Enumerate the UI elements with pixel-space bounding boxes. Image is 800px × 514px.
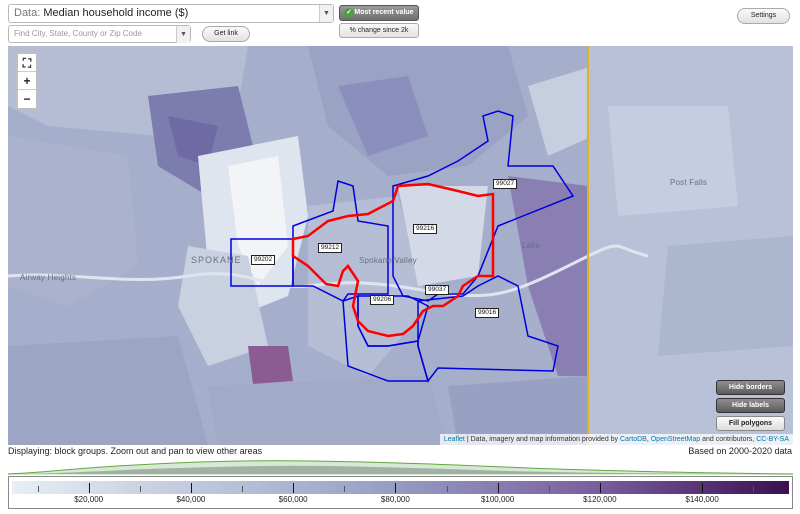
- color-legend[interactable]: $20,000 $40,000 $60,000 $80,000 $100,000 $120…: [8, 476, 793, 509]
- legend-minor-tick: [344, 486, 346, 492]
- zoom-controls: ⛶ + −: [16, 52, 38, 110]
- legend-tick-mark: [88, 483, 90, 493]
- legend-tick-mark: [395, 483, 397, 493]
- legend-tick-label: $80,000: [380, 495, 410, 504]
- hide-borders-button[interactable]: Hide borders: [716, 380, 785, 395]
- legend-minor-tick: [37, 486, 39, 492]
- data-range-info: Based on 2000-2020 data: [688, 446, 792, 456]
- legend-tick-mark: [702, 483, 704, 493]
- data-select-value: Median household income ($): [43, 7, 189, 19]
- attribution-text-2: ,: [646, 436, 651, 443]
- place-label-post-falls: Post Falls: [670, 178, 708, 187]
- map-canvas[interactable]: [8, 46, 793, 445]
- search-input[interactable]: Find City, State, County or Zip Code ▼: [8, 25, 191, 43]
- place-label-spokane-valley: Spokane Valley: [359, 256, 417, 265]
- zip-label[interactable]: 99037: [425, 285, 450, 295]
- search-placeholder: Find City, State, County or Zip Code: [14, 29, 142, 38]
- legend-tick-mark: [599, 483, 601, 493]
- zoom-out-button[interactable]: −: [18, 90, 36, 108]
- distribution-histogram: [8, 460, 793, 475]
- legend-tick-label: $20,000: [74, 495, 104, 504]
- toolbar: Data: Median household income ($) ▼ ✓ Mo…: [0, 0, 800, 46]
- zip-label[interactable]: 99212: [318, 243, 343, 253]
- legend-minor-tick: [650, 486, 652, 492]
- legend-gradient-bar[interactable]: [12, 481, 789, 494]
- map-view[interactable]: SPOKANE Spokane Valley Airway Heights Po…: [8, 46, 793, 445]
- attribution-text-3: and contributors,: [700, 436, 757, 443]
- cartodb-link[interactable]: CartoDB: [620, 436, 647, 443]
- zip-label[interactable]: 99206: [370, 295, 395, 305]
- choropleth-layer: [8, 46, 793, 445]
- chevron-down-icon[interactable]: ▼: [319, 5, 333, 22]
- fill-polygons-button[interactable]: Fill polygons: [716, 416, 785, 431]
- check-icon: ✓: [344, 8, 354, 18]
- get-link-button[interactable]: Get link: [202, 26, 250, 42]
- attribution-text-1: | Data, imagery and map information prov…: [464, 436, 620, 443]
- zip-label[interactable]: 99016: [475, 308, 500, 318]
- data-select[interactable]: Data: Median household income ($) ▼: [8, 4, 334, 23]
- data-select-prefix: Data:: [14, 7, 41, 19]
- legend-tick-mark: [190, 483, 192, 493]
- osm-link[interactable]: OpenStreetMap: [650, 436, 701, 443]
- legend-tick-label: $40,000: [176, 495, 206, 504]
- map-attribution: Leaflet | Data, imagery and map informat…: [439, 434, 793, 445]
- most-recent-value-label: Most recent value: [354, 9, 414, 16]
- legend-minor-tick: [242, 486, 244, 492]
- most-recent-value-button[interactable]: ✓ Most recent value: [339, 5, 419, 21]
- displaying-info: Displaying: block groups. Zoom out and p…: [8, 446, 263, 456]
- zoom-in-button[interactable]: +: [18, 72, 36, 90]
- settings-button[interactable]: Settings: [737, 8, 790, 24]
- legend-minor-tick: [548, 486, 550, 492]
- place-label-airway-heights: Airway Heights: [20, 273, 77, 282]
- legend-minor-tick: [446, 486, 448, 492]
- selected-zip-boundary: [291, 182, 495, 338]
- legend-minor-tick: [139, 486, 141, 492]
- place-label-spokane: SPOKANE: [191, 255, 242, 265]
- zip-label[interactable]: 99027: [493, 179, 518, 189]
- legend-tick-label: $60,000: [278, 495, 308, 504]
- zip-boundaries: [230, 110, 575, 383]
- search-chevron-down-icon[interactable]: ▼: [176, 26, 190, 43]
- fit-bounds-icon[interactable]: ⛶: [18, 54, 36, 72]
- legend-tick-mark: [497, 483, 499, 493]
- legend-tick-label: $120,000: [583, 495, 617, 504]
- legend-tick-mark: [293, 483, 295, 493]
- place-label-liberty-lake: Lake: [522, 241, 541, 250]
- license-link[interactable]: CC-BY-SA: [756, 436, 789, 443]
- zip-label[interactable]: 99202: [251, 255, 276, 265]
- percent-change-button[interactable]: % change since 2k: [339, 23, 419, 38]
- spokane-river: [8, 244, 649, 298]
- leaflet-link[interactable]: Leaflet: [443, 436, 465, 443]
- hide-labels-button[interactable]: Hide labels: [716, 398, 785, 413]
- legend-minor-tick: [753, 486, 755, 492]
- legend-tick-label: $100,000: [480, 495, 515, 504]
- zip-label[interactable]: 99216: [413, 224, 438, 234]
- legend-tick-label: $140,000: [685, 495, 719, 504]
